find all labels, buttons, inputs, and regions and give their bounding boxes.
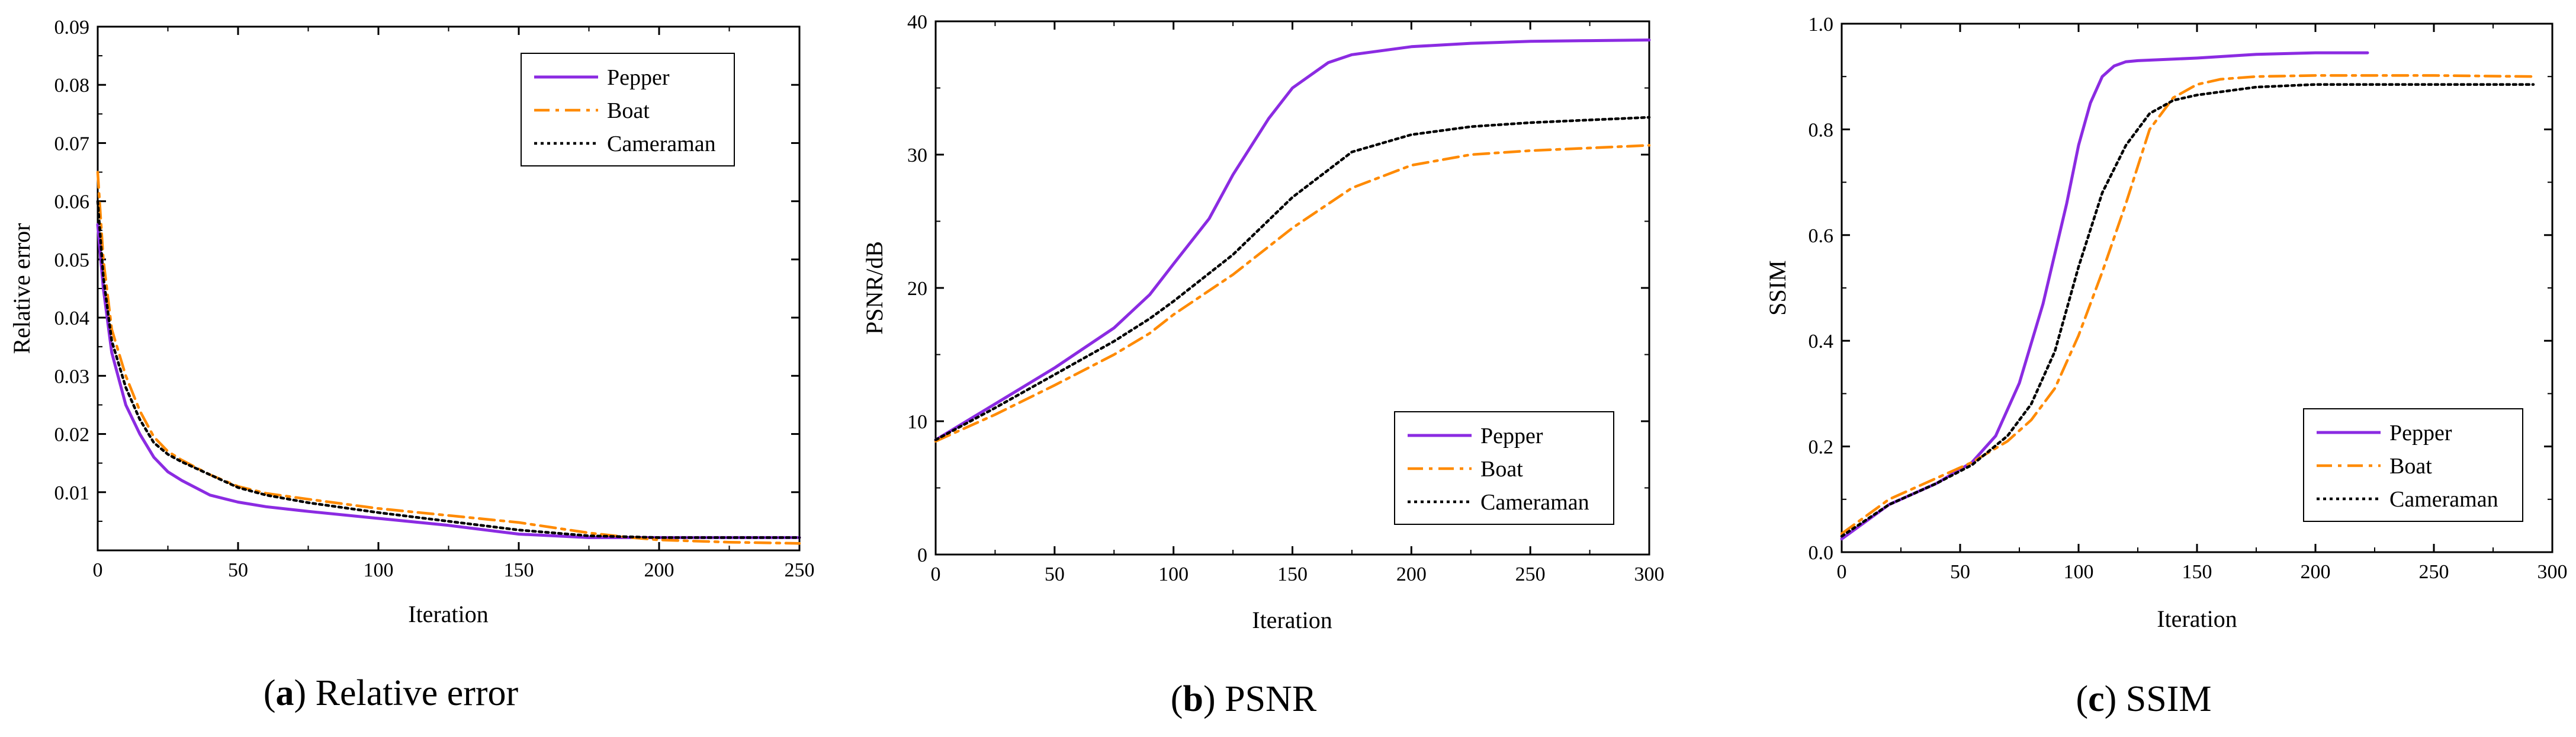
y-tick-label: 30 [907, 145, 927, 166]
series-layer [96, 171, 801, 545]
y-tick-label: 0.04 [54, 307, 90, 329]
series-line-cameraman [96, 200, 801, 539]
legend: Pepper Boat Cameraman [521, 53, 735, 166]
y-tick-label: 0.09 [54, 17, 90, 39]
x-tick-label: 50 [228, 559, 248, 581]
x-tick-label: 150 [504, 559, 534, 581]
legend-label-boat: Boat [1480, 457, 1523, 482]
y-tick-label: 0.6 [1809, 225, 1834, 247]
legend-label-pepper: Pepper [1480, 424, 1543, 448]
legend-label-cameraman: Cameraman [1480, 490, 1589, 515]
legend-label-pepper: Pepper [2389, 421, 2452, 446]
x-tick-label: 150 [2182, 561, 2212, 583]
series-line-boat [96, 171, 801, 545]
y-axis-title: SSIM [1764, 260, 1791, 315]
legend-label-cameraman: Cameraman [607, 132, 716, 156]
legend-label-pepper: Pepper [607, 65, 670, 90]
x-tick-label: 0 [931, 563, 941, 585]
x-tick-label: 150 [1277, 563, 1308, 585]
y-tick-label: 40 [907, 11, 927, 33]
caption-letter: b [1183, 679, 1203, 719]
caption-text: Relative error [316, 673, 519, 713]
series-layer [1840, 51, 2535, 541]
x-tick-label: 200 [1396, 563, 1427, 585]
y-axis-title: PSNR/dB [861, 241, 888, 335]
x-tick-label: 300 [2538, 561, 2568, 583]
caption-text: SSIM [2126, 679, 2212, 719]
y-tick-label: 0.0 [1809, 542, 1834, 564]
axis-ticks: 0 50 100 150 200 250 0.01 0.02 0.03 0.04 0.05 0.06 0… [54, 17, 815, 581]
series-layer [934, 39, 1651, 443]
series-line-pepper [934, 39, 1651, 441]
y-tick-label: 0.08 [54, 75, 90, 97]
x-tick-label: 200 [2301, 561, 2331, 583]
caption-letter: c [2088, 679, 2105, 719]
y-tick-label: 1.0 [1809, 14, 1834, 36]
x-tick-label: 100 [1158, 563, 1189, 585]
panel-caption: (b) PSNR [1171, 679, 1317, 719]
y-tick-label: 0.02 [54, 424, 90, 446]
panel-caption: (c) SSIM [2076, 679, 2211, 719]
panel-psnr: 0 50 100 150 200 250 300 0 10 20 30 40 Iteration PS… [861, 11, 1665, 719]
series-line-boat [934, 144, 1651, 443]
panel-relative-error: 0 50 100 150 200 250 0.01 0.02 0.03 0.04 0.05 0.06 0… [8, 17, 815, 713]
x-tick-label: 0 [93, 559, 103, 581]
legend: Pepper Boat Cameraman [2303, 408, 2523, 522]
axis-ticks: 0 50 100 150 200 250 300 0 10 20 30 40 [907, 11, 1665, 585]
x-tick-label: 100 [2064, 561, 2094, 583]
panel-ssim: 0 50 100 150 200 250 300 0.0 0.2 0.4 0.6 0.8 1.0 Ite… [1764, 14, 2568, 719]
y-tick-label: 0.07 [54, 133, 90, 155]
x-tick-label: 100 [364, 559, 394, 581]
series-line-cameraman [1840, 83, 2535, 538]
x-tick-label: 250 [2419, 561, 2449, 583]
legend-label-boat: Boat [2389, 454, 2432, 479]
y-tick-label: 20 [907, 278, 927, 300]
x-tick-label: 250 [785, 559, 815, 581]
panel-caption: (a) Relative error [264, 673, 519, 713]
x-tick-label: 200 [644, 559, 674, 581]
legend-label-boat: Boat [607, 98, 650, 123]
y-tick-label: 0.03 [54, 366, 90, 387]
x-tick-label: 0 [1837, 561, 1847, 583]
x-tick-label: 250 [1515, 563, 1546, 585]
caption-letter: a [275, 673, 294, 713]
legend: Pepper Boat Cameraman [1394, 411, 1614, 525]
y-tick-label: 0.05 [54, 249, 90, 271]
x-tick-label: 300 [1634, 563, 1665, 585]
series-line-boat [1840, 74, 2535, 536]
y-tick-label: 0.8 [1809, 119, 1834, 141]
x-axis-title: Iteration [408, 601, 489, 627]
axis-ticks: 0 50 100 150 200 250 300 0.0 0.2 0.4 0.6 0.8 1.0 [1809, 14, 2568, 583]
x-axis-title: Iteration [2157, 605, 2237, 632]
x-tick-label: 50 [1950, 561, 1970, 583]
caption-text: PSNR [1225, 679, 1317, 719]
series-line-pepper [1840, 51, 2369, 541]
y-tick-label: 0.06 [54, 191, 90, 213]
y-tick-label: 0.4 [1809, 331, 1834, 353]
series-line-cameraman [934, 116, 1651, 441]
legend-label-cameraman: Cameraman [2389, 487, 2498, 512]
y-tick-label: 0 [917, 544, 927, 566]
y-axis-title: Relative error [8, 223, 35, 354]
series-line-pepper [96, 223, 801, 539]
y-tick-label: 0.2 [1809, 437, 1834, 459]
x-axis-title: Iteration [1252, 607, 1332, 633]
x-tick-label: 50 [1045, 563, 1065, 585]
y-tick-label: 0.01 [54, 482, 90, 504]
y-tick-label: 10 [907, 411, 927, 433]
